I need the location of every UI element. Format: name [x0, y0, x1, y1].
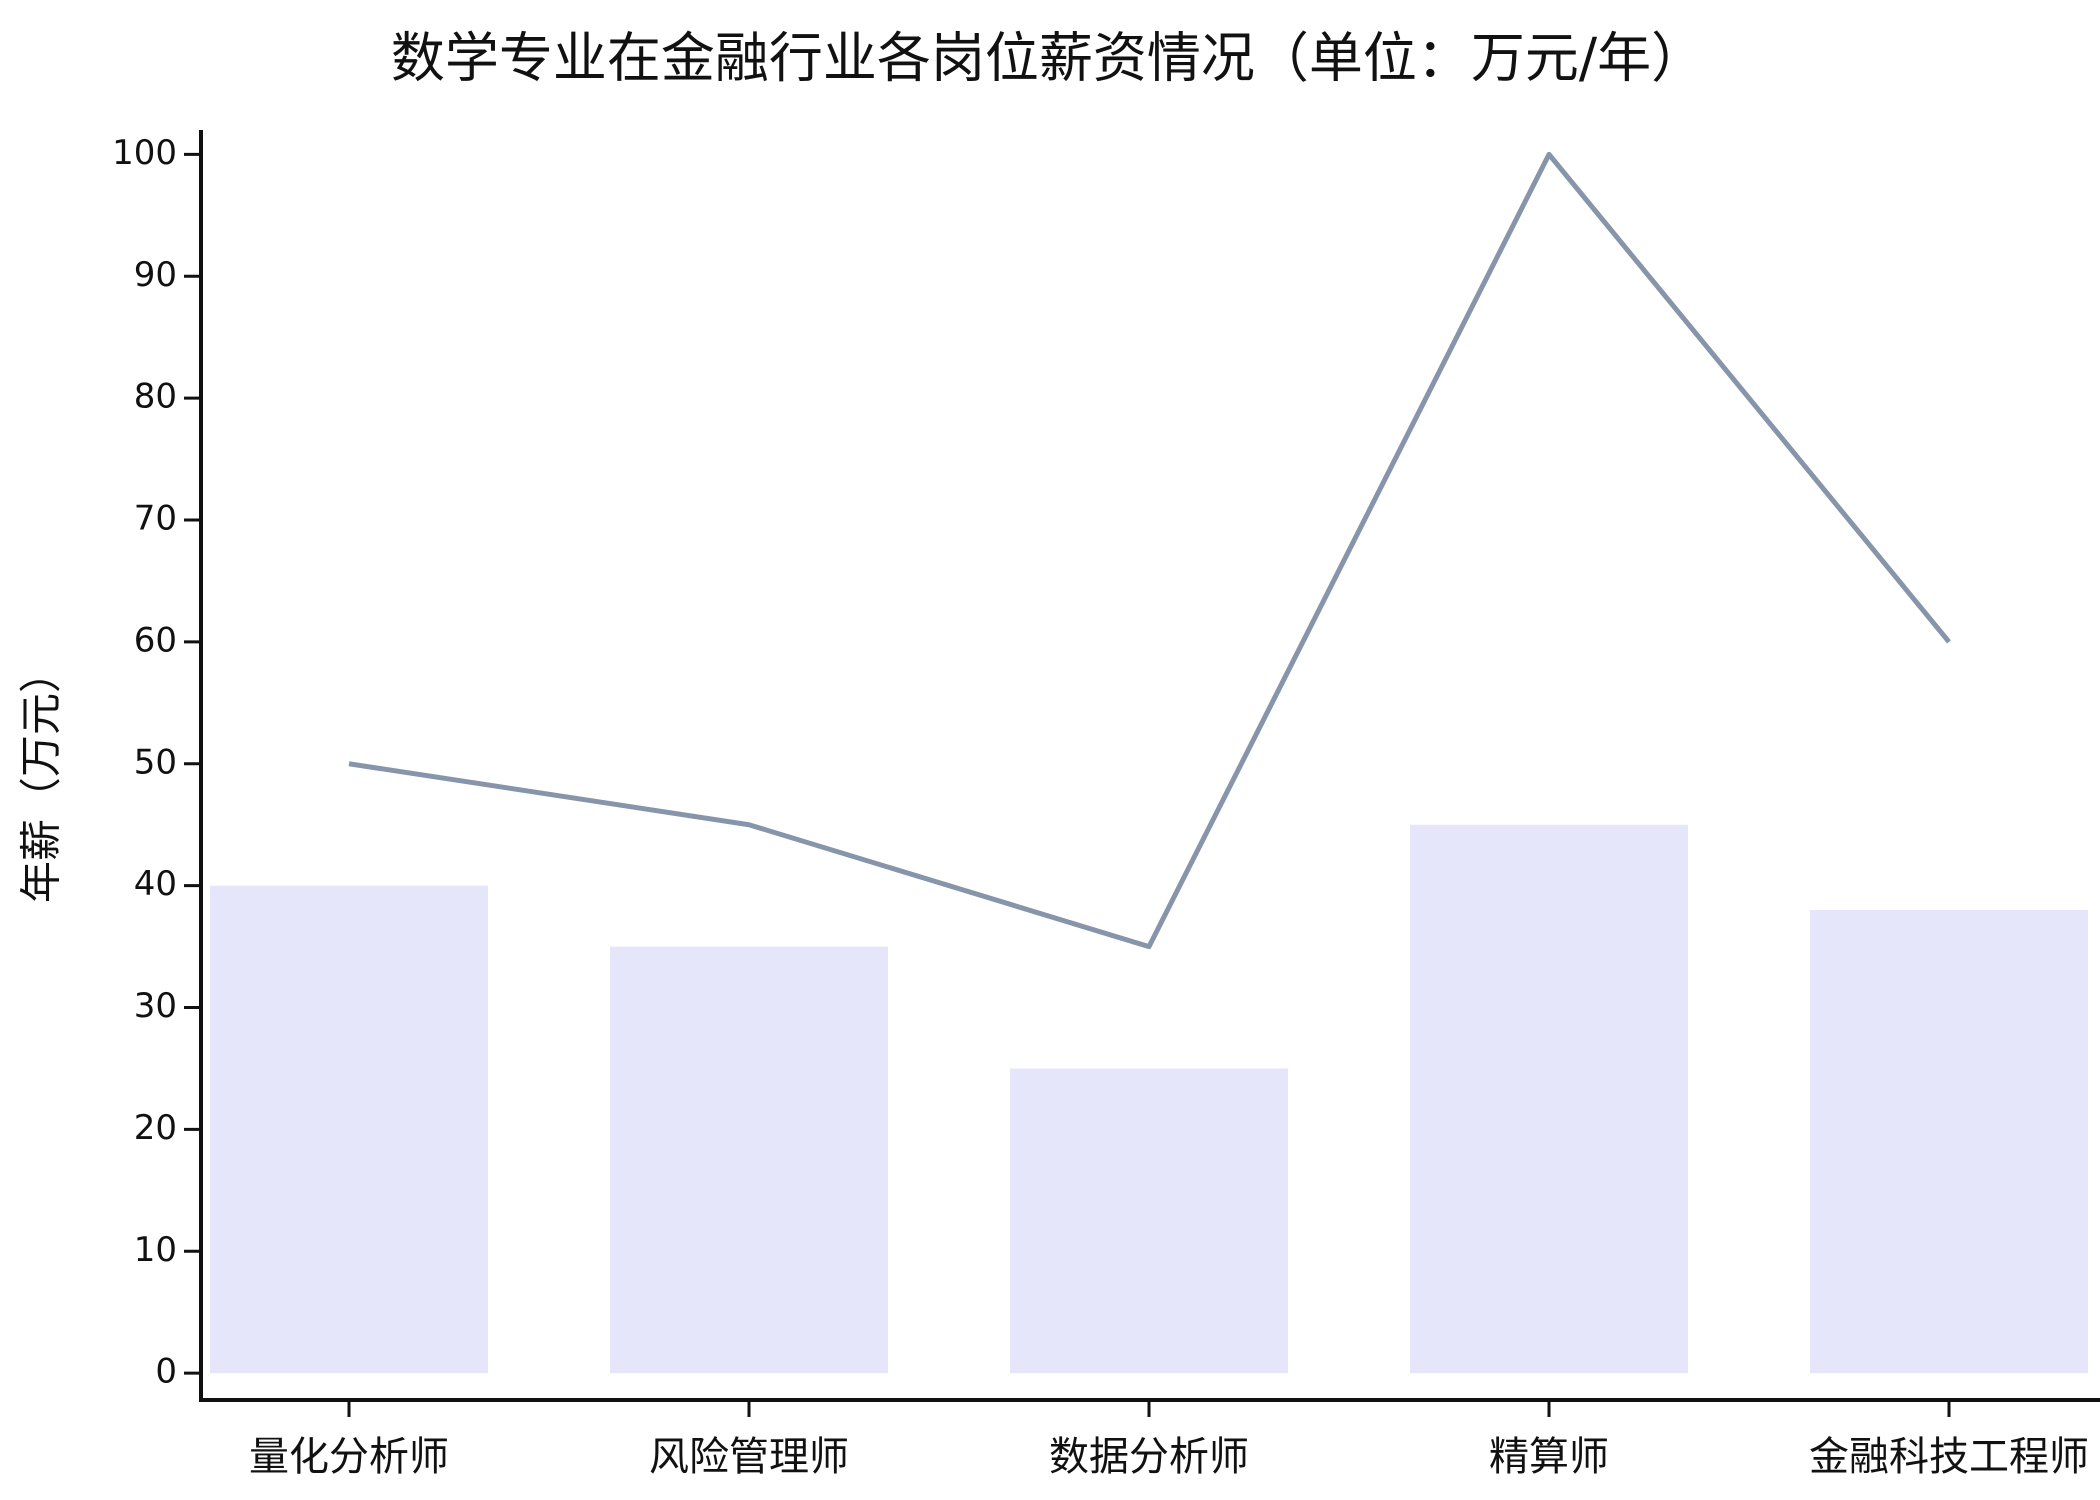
y-tick-label: 0: [155, 1352, 177, 1392]
y-axis-label: 年薪（万元）: [17, 651, 66, 903]
x-tick-label: 精算师: [1489, 1434, 1609, 1480]
bar: [610, 946, 888, 1374]
y-tick-label: 20: [134, 1108, 177, 1148]
bar: [210, 885, 488, 1374]
y-tick-label: 40: [134, 864, 177, 904]
y-tick-label: 30: [134, 986, 177, 1026]
line: [348, 151, 1951, 950]
bar: [1410, 824, 1688, 1374]
x-tick-label: 数据分析师: [1049, 1434, 1249, 1480]
x-tick-label: 金融科技工程师: [1809, 1434, 2089, 1480]
chart-title: 数学专业在金融行业各岗位薪资情况（单位：万元/年）: [391, 27, 1705, 90]
x-tick-label: 风险管理师: [649, 1434, 849, 1480]
y-tick-label: 60: [134, 620, 177, 660]
y-tick-label: 80: [134, 377, 177, 417]
y-tick-label: 50: [134, 742, 177, 782]
y-tick-label: 10: [134, 1230, 177, 1270]
y-tick-label: 100: [112, 133, 177, 173]
bar: [1810, 910, 2088, 1374]
x-tick-label: 量化分析师: [249, 1434, 449, 1480]
bar: [1010, 1068, 1288, 1374]
y-tick-label: 90: [134, 255, 177, 295]
y-tick-label: 70: [134, 499, 177, 539]
